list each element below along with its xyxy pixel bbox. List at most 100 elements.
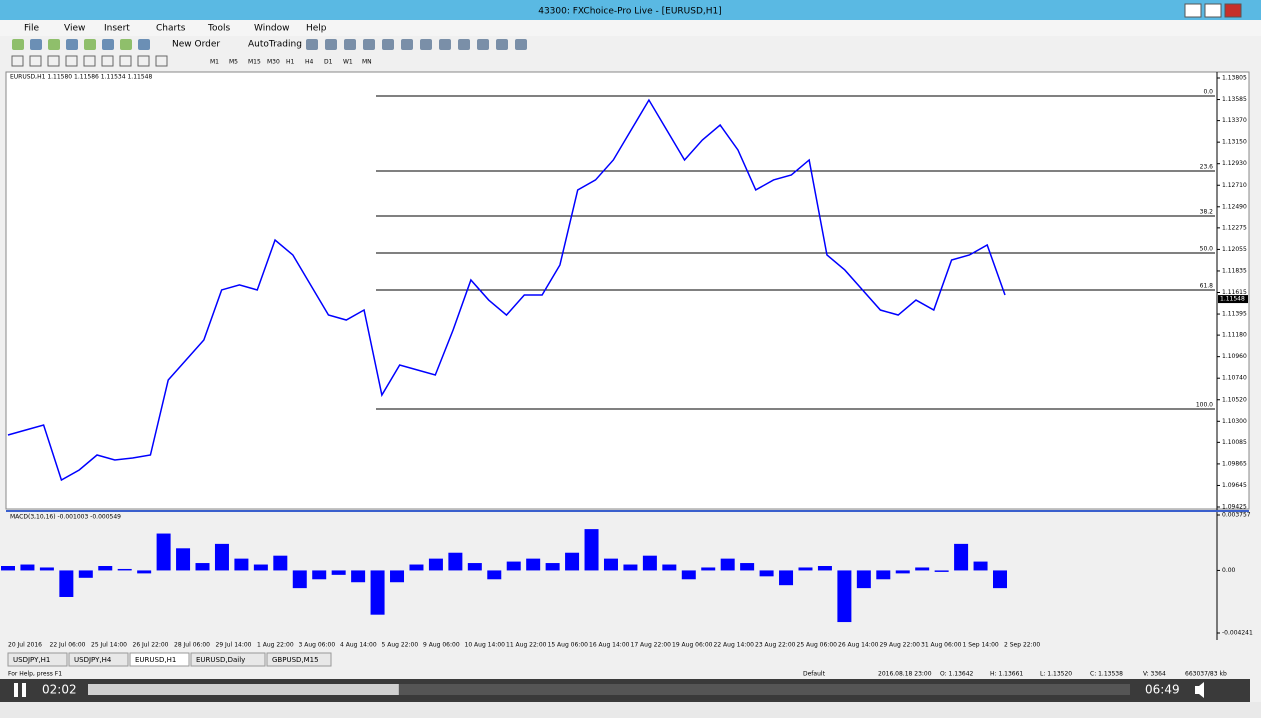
draw-tool-icon[interactable] [65,55,78,67]
y-tick-label: 1.10960 [1222,353,1247,360]
tool-icon[interactable] [515,39,527,50]
draw-tool-icon[interactable] [47,55,60,67]
x-tick-label: 3 Aug 06:00 [299,642,336,649]
macd-bar [312,570,327,580]
y-tick-label: 1.11180 [1222,332,1247,339]
window-button[interactable] [1224,3,1242,18]
status-time: 2016.08.18 23:00 [878,671,932,678]
menu-item[interactable]: File [24,24,40,34]
macd-bar [740,563,755,571]
tool-icon[interactable] [120,39,132,50]
macd-bar [428,558,443,571]
chart-tab[interactable] [266,652,332,667]
draw-tool-icon[interactable] [137,55,150,67]
x-tick-label: 22 Aug 14:00 [714,642,755,649]
tool-icon[interactable] [138,39,150,50]
draw-tool-icon[interactable] [101,55,114,67]
tool-icon[interactable] [48,39,60,50]
timeframe-button[interactable]: M30 [267,59,280,66]
fib-label: 50.0 [1200,246,1214,253]
draw-tool-icon[interactable] [83,55,96,67]
tool-icon[interactable] [344,39,356,50]
macd-bar [214,543,229,571]
tool-icon[interactable] [66,39,78,50]
y-tick-label: 1.09645 [1222,482,1247,489]
timeframe-button[interactable]: H4 [305,59,314,66]
status-volume: V: 3364 [1143,671,1166,678]
progress-track[interactable] [88,684,1130,695]
chart-tab-label[interactable]: USDJPY,H1 [13,656,50,664]
timeframe-button[interactable]: W1 [343,59,353,66]
timeframe-button[interactable]: M1 [210,59,219,66]
menu-bar [0,20,1261,36]
macd-bar [545,563,560,571]
chart-tab-label[interactable]: EURUSD,H1 [135,656,176,664]
tool-icon[interactable] [496,39,508,50]
timeframe-button[interactable]: H1 [286,59,295,66]
window-button[interactable] [1184,3,1202,18]
status-help: For Help, press F1 [8,671,62,678]
draw-tool-icon[interactable] [119,55,132,67]
chart-tab[interactable] [129,652,190,667]
macd-header: MACD(3,10,16) -0.001003 -0.000549 [10,514,121,521]
tool-icon[interactable] [477,39,489,50]
tool-icon[interactable] [420,39,432,50]
timeframe-button[interactable]: D1 [324,59,333,66]
draw-tool-icon[interactable] [155,55,168,67]
pause-icon[interactable] [14,683,18,697]
auto-trading-button[interactable]: AutoTrading [248,40,302,50]
fib-label: 38.2 [1200,209,1214,216]
chart-tab[interactable] [7,652,68,667]
menu-item[interactable]: Tools [207,24,230,34]
window-button[interactable] [1204,3,1222,18]
macd-bar [234,558,249,571]
draw-tool-icon[interactable] [29,55,42,67]
volume-icon[interactable] [1195,682,1204,698]
chart-tab[interactable] [190,652,266,667]
macd-bar [681,570,696,580]
timeframe-button[interactable]: M15 [248,59,261,66]
macd-bar [331,570,346,575]
menu-item[interactable]: Help [306,24,327,34]
y-tick-label: -0.004241 [1222,630,1253,637]
tool-icon[interactable] [401,39,413,50]
x-tick-label: 29 Jul 14:00 [216,642,252,649]
menu-item[interactable]: Charts [156,24,186,34]
tool-icon[interactable] [102,39,114,50]
new-order-button[interactable]: New Order [172,40,220,50]
status-traffic: 663037/83 kb [1185,671,1227,678]
tool-icon[interactable] [325,39,337,50]
timeframe-button[interactable]: M5 [229,59,238,66]
macd-bar [1,566,15,571]
menu-item[interactable]: View [64,24,85,34]
y-tick-label: 1.10300 [1222,418,1247,425]
tool-icon[interactable] [439,39,451,50]
macd-bar [876,570,891,580]
status-high: H: 1.13661 [990,671,1023,678]
x-tick-label: 22 Jul 06:00 [50,642,86,649]
menu-item[interactable]: Window [254,24,290,34]
tool-icon[interactable] [12,39,24,50]
tool-icon[interactable] [363,39,375,50]
x-tick-label: 4 Aug 14:00 [340,642,377,649]
tool-icon[interactable] [84,39,96,50]
y-tick-label: 1.09865 [1222,460,1247,467]
tool-icon[interactable] [30,39,42,50]
draw-tool-icon[interactable] [11,55,24,67]
chart-tab-label[interactable]: GBPUSD,M15 [272,656,319,664]
chart-tab-label[interactable]: EURUSD,Daily [196,656,245,664]
tool-icon[interactable] [382,39,394,50]
x-tick-label: 11 Aug 22:00 [506,642,547,649]
menu-item[interactable]: Insert [104,24,130,34]
tool-icon[interactable] [306,39,318,50]
pause-icon[interactable] [22,683,26,697]
tool-icon[interactable] [458,39,470,50]
macd-bar [409,564,424,571]
y-tick-label: 1.12055 [1222,246,1247,253]
macd-bar [584,529,599,571]
progress-fill[interactable] [88,684,399,695]
chart-tab[interactable] [68,652,129,667]
y-tick-label: 1.12930 [1222,160,1247,167]
timeframe-button[interactable]: MN [362,59,372,66]
chart-tab-label[interactable]: USDJPY,H4 [74,656,112,664]
